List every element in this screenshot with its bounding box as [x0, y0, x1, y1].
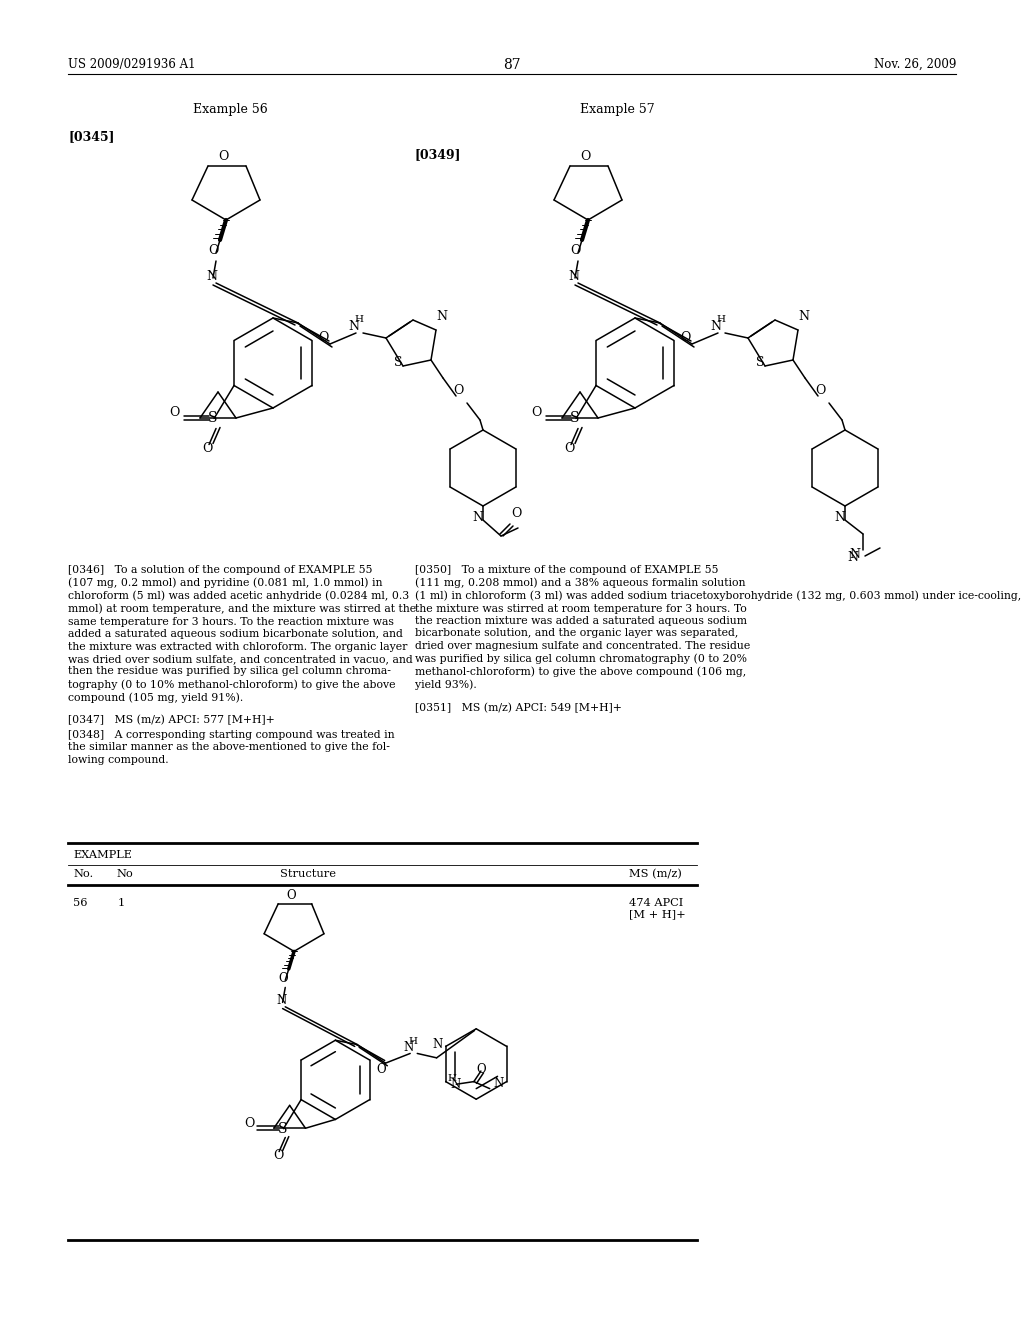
Text: N: N	[798, 309, 809, 322]
Text: No: No	[116, 869, 133, 879]
Text: 474 APCI
[M + H]+: 474 APCI [M + H]+	[629, 898, 686, 920]
Text: O: O	[317, 331, 328, 345]
Text: No.: No.	[73, 869, 93, 879]
Text: Structure: Structure	[280, 869, 336, 879]
Text: Example 56: Example 56	[193, 103, 267, 116]
Text: N: N	[472, 511, 483, 524]
Text: Nov. 26, 2009: Nov. 26, 2009	[873, 58, 956, 71]
Text: O: O	[244, 1117, 254, 1130]
Text: H: H	[716, 315, 725, 325]
Text: N: N	[848, 550, 858, 564]
Text: 87: 87	[503, 58, 521, 73]
Text: O: O	[202, 442, 212, 455]
Text: [0346]   To a solution of the compound of EXAMPLE 55
(107 mg, 0.2 mmol) and pyri: [0346] To a solution of the compound of …	[68, 565, 416, 702]
Text: N: N	[451, 1077, 461, 1090]
Text: [0347]   MS (m/z) APCI: 577 [M+H]+: [0347] MS (m/z) APCI: 577 [M+H]+	[68, 715, 274, 726]
Text: N: N	[348, 319, 359, 333]
Text: O: O	[218, 149, 228, 162]
Text: S: S	[208, 412, 217, 425]
Text: O: O	[680, 331, 690, 345]
Text: Example 57: Example 57	[580, 103, 654, 116]
Text: N: N	[206, 269, 217, 282]
Text: S: S	[279, 1122, 288, 1135]
Text: O: O	[279, 972, 288, 985]
Text: EXAMPLE: EXAMPLE	[73, 850, 132, 861]
Text: N: N	[568, 269, 579, 282]
Text: [0351]   MS (m/z) APCI: 549 [M+H]+: [0351] MS (m/z) APCI: 549 [M+H]+	[415, 704, 622, 713]
Text: O: O	[273, 1148, 284, 1162]
Text: H: H	[447, 1074, 457, 1084]
Text: N: N	[276, 994, 287, 1007]
Text: [0345]: [0345]	[68, 129, 115, 143]
Text: O: O	[580, 149, 590, 162]
Text: N: N	[850, 548, 860, 561]
Text: O: O	[476, 1063, 486, 1076]
Text: O: O	[169, 407, 179, 418]
Text: O: O	[511, 507, 521, 520]
Text: O: O	[531, 407, 542, 418]
Text: O: O	[564, 442, 574, 455]
Text: [0348]   A corresponding starting compound was treated in
the similar manner as : [0348] A corresponding starting compound…	[68, 730, 394, 764]
Text: S: S	[570, 412, 580, 425]
Text: N: N	[436, 309, 447, 322]
Text: O: O	[570, 244, 581, 257]
Text: O: O	[377, 1063, 386, 1076]
Text: N: N	[494, 1077, 504, 1090]
Text: N: N	[710, 319, 721, 333]
Text: N: N	[403, 1040, 414, 1053]
Text: [0350]   To a mixture of the compound of EXAMPLE 55
(111 mg, 0.208 mmol) and a 3: [0350] To a mixture of the compound of E…	[415, 565, 1024, 690]
Text: H: H	[409, 1038, 418, 1047]
Text: S: S	[756, 356, 765, 370]
Text: 1: 1	[118, 898, 125, 908]
Text: S: S	[394, 356, 402, 370]
Text: N: N	[433, 1038, 443, 1051]
Text: 56: 56	[73, 898, 87, 908]
Text: US 2009/0291936 A1: US 2009/0291936 A1	[68, 58, 196, 71]
Text: N: N	[835, 511, 846, 524]
Text: O: O	[208, 244, 218, 257]
Text: O: O	[815, 384, 825, 396]
Text: O: O	[287, 888, 296, 902]
Text: [0349]: [0349]	[415, 148, 462, 161]
Text: H: H	[354, 315, 362, 325]
Text: O: O	[453, 384, 464, 396]
Text: MS (m/z): MS (m/z)	[629, 869, 682, 879]
